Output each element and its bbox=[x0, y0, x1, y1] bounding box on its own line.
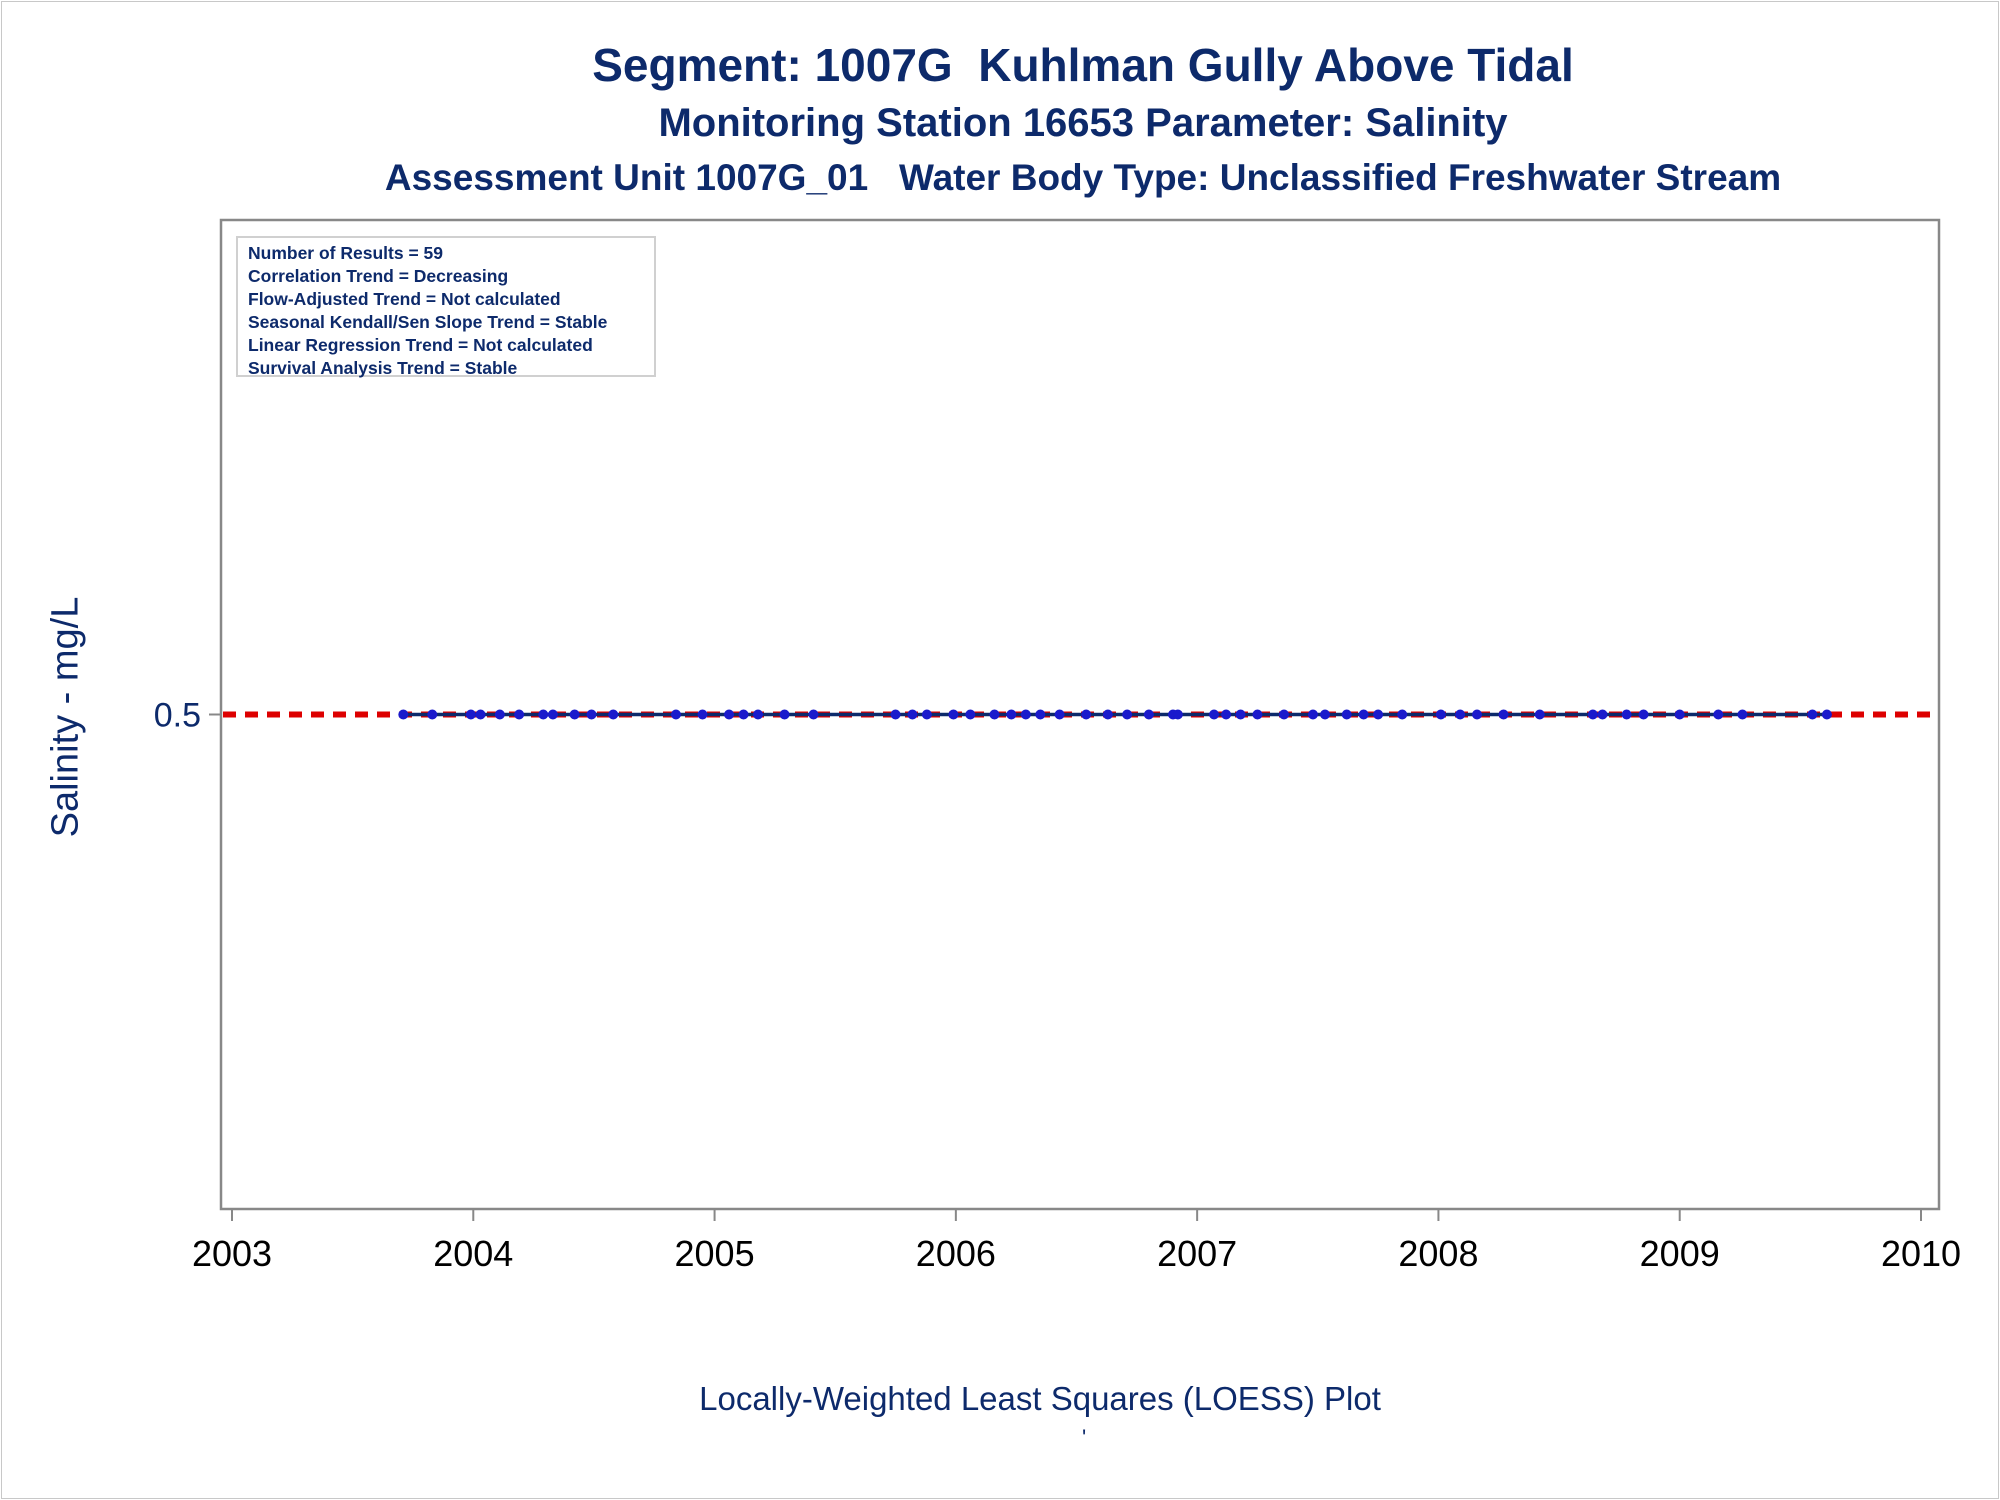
data-point bbox=[398, 709, 409, 720]
data-point bbox=[1320, 709, 1331, 720]
x-tick-label: 2006 bbox=[916, 1233, 996, 1274]
x-axis-label: Locally-Weighted Least Squares (LOESS) P… bbox=[699, 1380, 1381, 1417]
data-point bbox=[569, 709, 580, 720]
x-tick-label: 2007 bbox=[1157, 1233, 1237, 1274]
data-point bbox=[697, 709, 708, 720]
data-point bbox=[1252, 709, 1263, 720]
y-axis-label: Salinity - mg/L bbox=[44, 596, 87, 838]
data-point bbox=[1279, 709, 1290, 720]
data-point bbox=[608, 709, 619, 720]
data-point bbox=[1807, 709, 1818, 720]
chart-subtitle-assessment: Assessment Unit 1007G_01 Water Body Type… bbox=[384, 157, 1782, 198]
data-point bbox=[724, 709, 735, 720]
data-point bbox=[547, 709, 558, 720]
data-point bbox=[1472, 709, 1483, 720]
data-point bbox=[475, 709, 486, 720]
legend-number-of-results: Number of Results = 59 bbox=[248, 243, 443, 263]
legend-survival-analysis-trend: Survival Analysis Trend = Stable bbox=[248, 358, 518, 378]
data-point bbox=[1455, 709, 1466, 720]
chart-title: Segment: 1007G Kuhlman Gully Above Tidal bbox=[592, 39, 1574, 91]
data-point bbox=[1122, 709, 1133, 720]
x-tick-label: 2004 bbox=[433, 1233, 513, 1274]
data-point bbox=[1235, 709, 1246, 720]
legend-flow-adjusted-trend: Flow-Adjusted Trend = Not calculated bbox=[248, 289, 561, 309]
x-tick-label: 2008 bbox=[1398, 1233, 1478, 1274]
data-point bbox=[1358, 709, 1369, 720]
data-point bbox=[1713, 709, 1724, 720]
data-point bbox=[1373, 709, 1384, 720]
data-point bbox=[1737, 709, 1748, 720]
data-point bbox=[808, 709, 819, 720]
data-point bbox=[948, 709, 959, 720]
x-tick-label: 2003 bbox=[192, 1233, 272, 1274]
trend-legend-box: Number of Results = 59 Correlation Trend… bbox=[236, 236, 656, 378]
x-tick-label: 2005 bbox=[675, 1233, 755, 1274]
data-point bbox=[1143, 709, 1154, 720]
x-tick-label: 2009 bbox=[1640, 1233, 1720, 1274]
data-point bbox=[1587, 709, 1598, 720]
data-point bbox=[1102, 709, 1113, 720]
data-point bbox=[753, 709, 764, 720]
data-point bbox=[1209, 709, 1220, 720]
data-point bbox=[1172, 709, 1183, 720]
data-point bbox=[1020, 709, 1031, 720]
data-point bbox=[1221, 709, 1232, 720]
data-point bbox=[1534, 709, 1545, 720]
data-point bbox=[1597, 709, 1608, 720]
chart-subtitle-station: Monitoring Station 16653 Parameter: Sali… bbox=[658, 101, 1508, 145]
data-point bbox=[907, 709, 918, 720]
data-point bbox=[989, 709, 1000, 720]
data-point bbox=[1341, 709, 1352, 720]
data-point bbox=[538, 709, 549, 720]
data-point bbox=[1081, 709, 1092, 720]
data-point bbox=[1674, 709, 1685, 720]
x-tick-label: 2010 bbox=[1881, 1233, 1961, 1274]
data-point bbox=[1397, 709, 1408, 720]
footnote-mark: ' bbox=[1082, 1425, 1087, 1450]
data-point bbox=[779, 709, 790, 720]
data-point bbox=[1638, 709, 1649, 720]
data-point bbox=[1621, 709, 1632, 720]
data-point bbox=[514, 709, 525, 720]
legend-seasonal-kendall-trend: Seasonal Kendall/Sen Slope Trend = Stabl… bbox=[248, 312, 608, 332]
data-point bbox=[1821, 709, 1832, 720]
data-point bbox=[670, 709, 681, 720]
data-point bbox=[427, 709, 438, 720]
data-point bbox=[738, 709, 749, 720]
data-point bbox=[1035, 709, 1046, 720]
data-point bbox=[1006, 709, 1017, 720]
data-point bbox=[494, 709, 505, 720]
data-point bbox=[1498, 709, 1509, 720]
data-point bbox=[465, 709, 476, 720]
legend-correlation-trend: Correlation Trend = Decreasing bbox=[248, 266, 509, 286]
data-point bbox=[890, 709, 901, 720]
data-point bbox=[1307, 709, 1318, 720]
data-point bbox=[1054, 709, 1065, 720]
data-point bbox=[921, 709, 932, 720]
data-point bbox=[586, 709, 597, 720]
y-tick-label: 0.5 bbox=[154, 697, 201, 735]
legend-linear-regression-trend: Linear Regression Trend = Not calculated bbox=[248, 335, 593, 355]
data-point bbox=[1435, 709, 1446, 720]
data-point bbox=[965, 709, 976, 720]
